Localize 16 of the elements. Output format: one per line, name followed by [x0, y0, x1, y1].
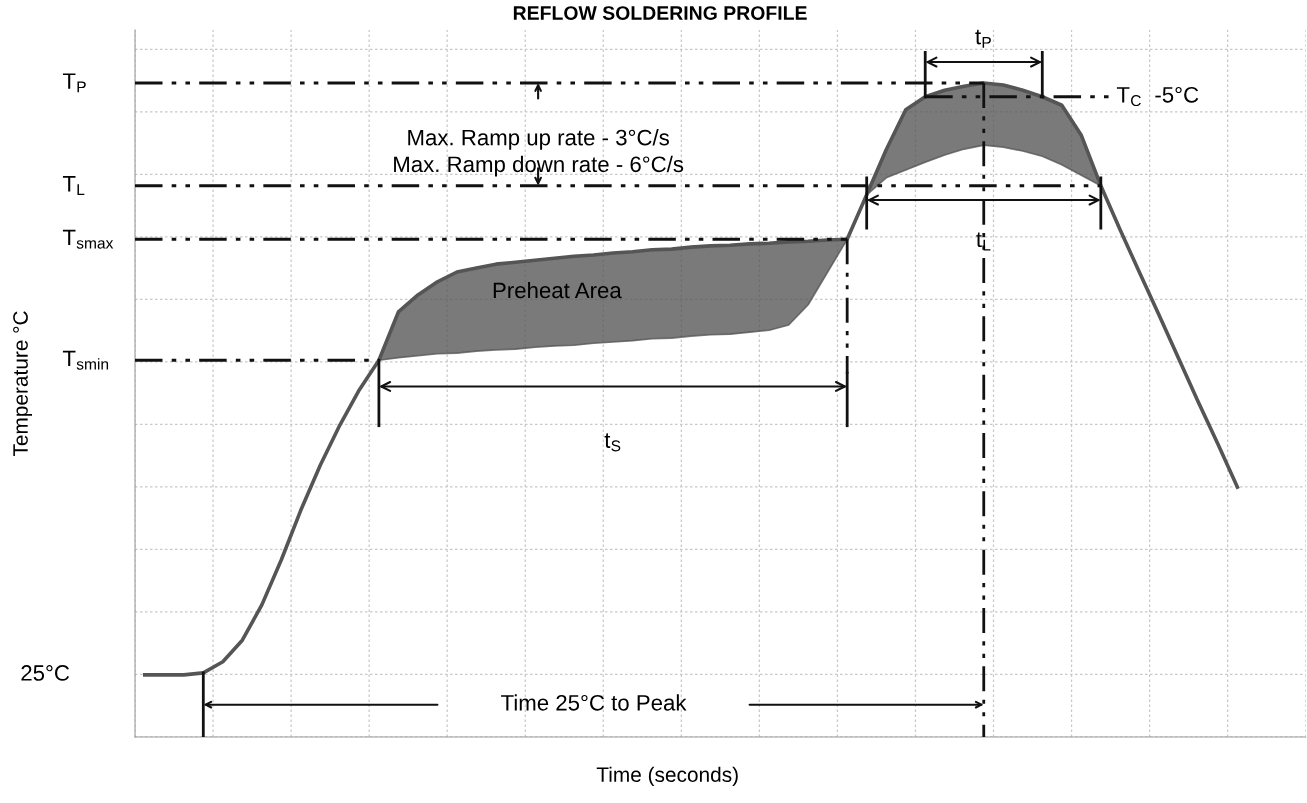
- annotation: Time 25°C to Peak: [501, 694, 687, 711]
- annotation: Max. Ramp up rate - 3°C/s: [408, 129, 669, 150]
- ref-line-label: T$_{L}$: [62, 176, 85, 195]
- annotation: t$_{S}$: [604, 433, 621, 452]
- ref-line-label: T$_{smin}$: [62, 350, 109, 370]
- annotation: Preheat Area: [493, 281, 622, 299]
- text: t$_{P}$: [975, 29, 991, 48]
- ref-line-label: T$_{P}$: [62, 73, 86, 93]
- ref-line-label: T$_{smax}$: [62, 229, 114, 249]
- text: 25°C: [21, 665, 70, 681]
- chart-title: REFLOW SOLDERING PROFILE: [513, 6, 807, 20]
- annotation: Max. Ramp down rate - 6°C/s: [394, 155, 684, 177]
- y-axis-title: Temperature °C: [13, 311, 32, 457]
- annotation: t$_{L}$: [976, 232, 991, 251]
- ref-line-label: T$_{C}$ -5°C: [1116, 86, 1199, 107]
- x-axis-title: Time (seconds): [596, 766, 738, 787]
